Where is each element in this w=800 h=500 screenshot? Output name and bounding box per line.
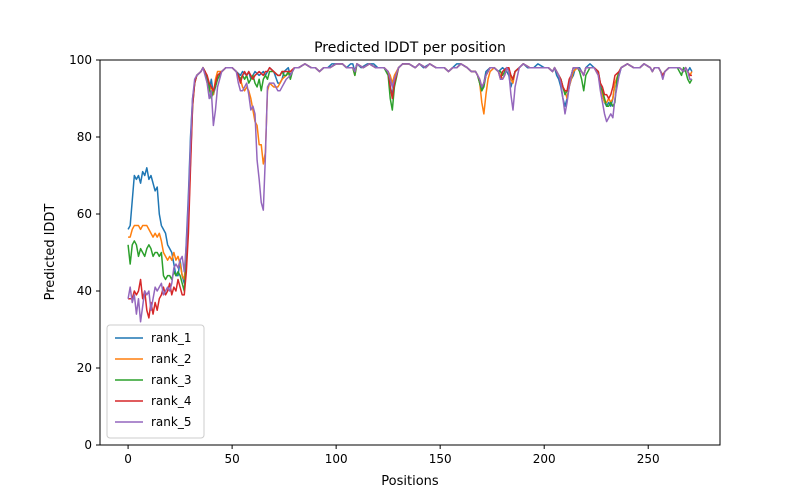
legend-box (106, 324, 205, 439)
y-tick-label: 100 (69, 53, 92, 67)
x-axis-label: Positions (381, 474, 439, 489)
plot-area (127, 63, 693, 323)
chart-title: Predicted lDDT per position (314, 40, 506, 56)
x-tick-label: 150 (429, 452, 452, 466)
y-tick-label: 0 (84, 438, 92, 452)
legend-label-rank-3: rank_3 (151, 373, 191, 387)
series-line-rank-5 (127, 63, 692, 323)
x-tick-label: 200 (533, 452, 556, 466)
series-line-rank-4 (128, 63, 692, 319)
plot-frame (99, 59, 721, 446)
x-tick-label: 0 (124, 452, 132, 466)
x-tick-label: 100 (325, 452, 348, 466)
y-tick-label: 20 (77, 361, 92, 375)
y-tick-label: 60 (77, 207, 92, 221)
legend-label-rank-5: rank_5 (151, 415, 191, 429)
x-tick-label: 250 (637, 452, 660, 466)
legend-label-rank-2: rank_2 (151, 352, 191, 366)
legend-label-rank-4: rank_4 (151, 394, 191, 408)
x-tick-label: 50 (224, 452, 239, 466)
legend: rank_1 rank_2 rank_3 rank_4 rank_5 (106, 324, 205, 439)
y-tick-label: 40 (77, 284, 92, 298)
legend-label-rank-1: rank_1 (151, 331, 191, 345)
y-tick-label: 80 (77, 130, 92, 144)
y-axis: 0 20 40 60 80 100 (69, 53, 100, 452)
x-axis: 0 50 100 150 200 250 (124, 445, 660, 466)
y-axis-label: Predicted lDDT (43, 204, 58, 301)
series-line-rank-3 (127, 63, 693, 292)
